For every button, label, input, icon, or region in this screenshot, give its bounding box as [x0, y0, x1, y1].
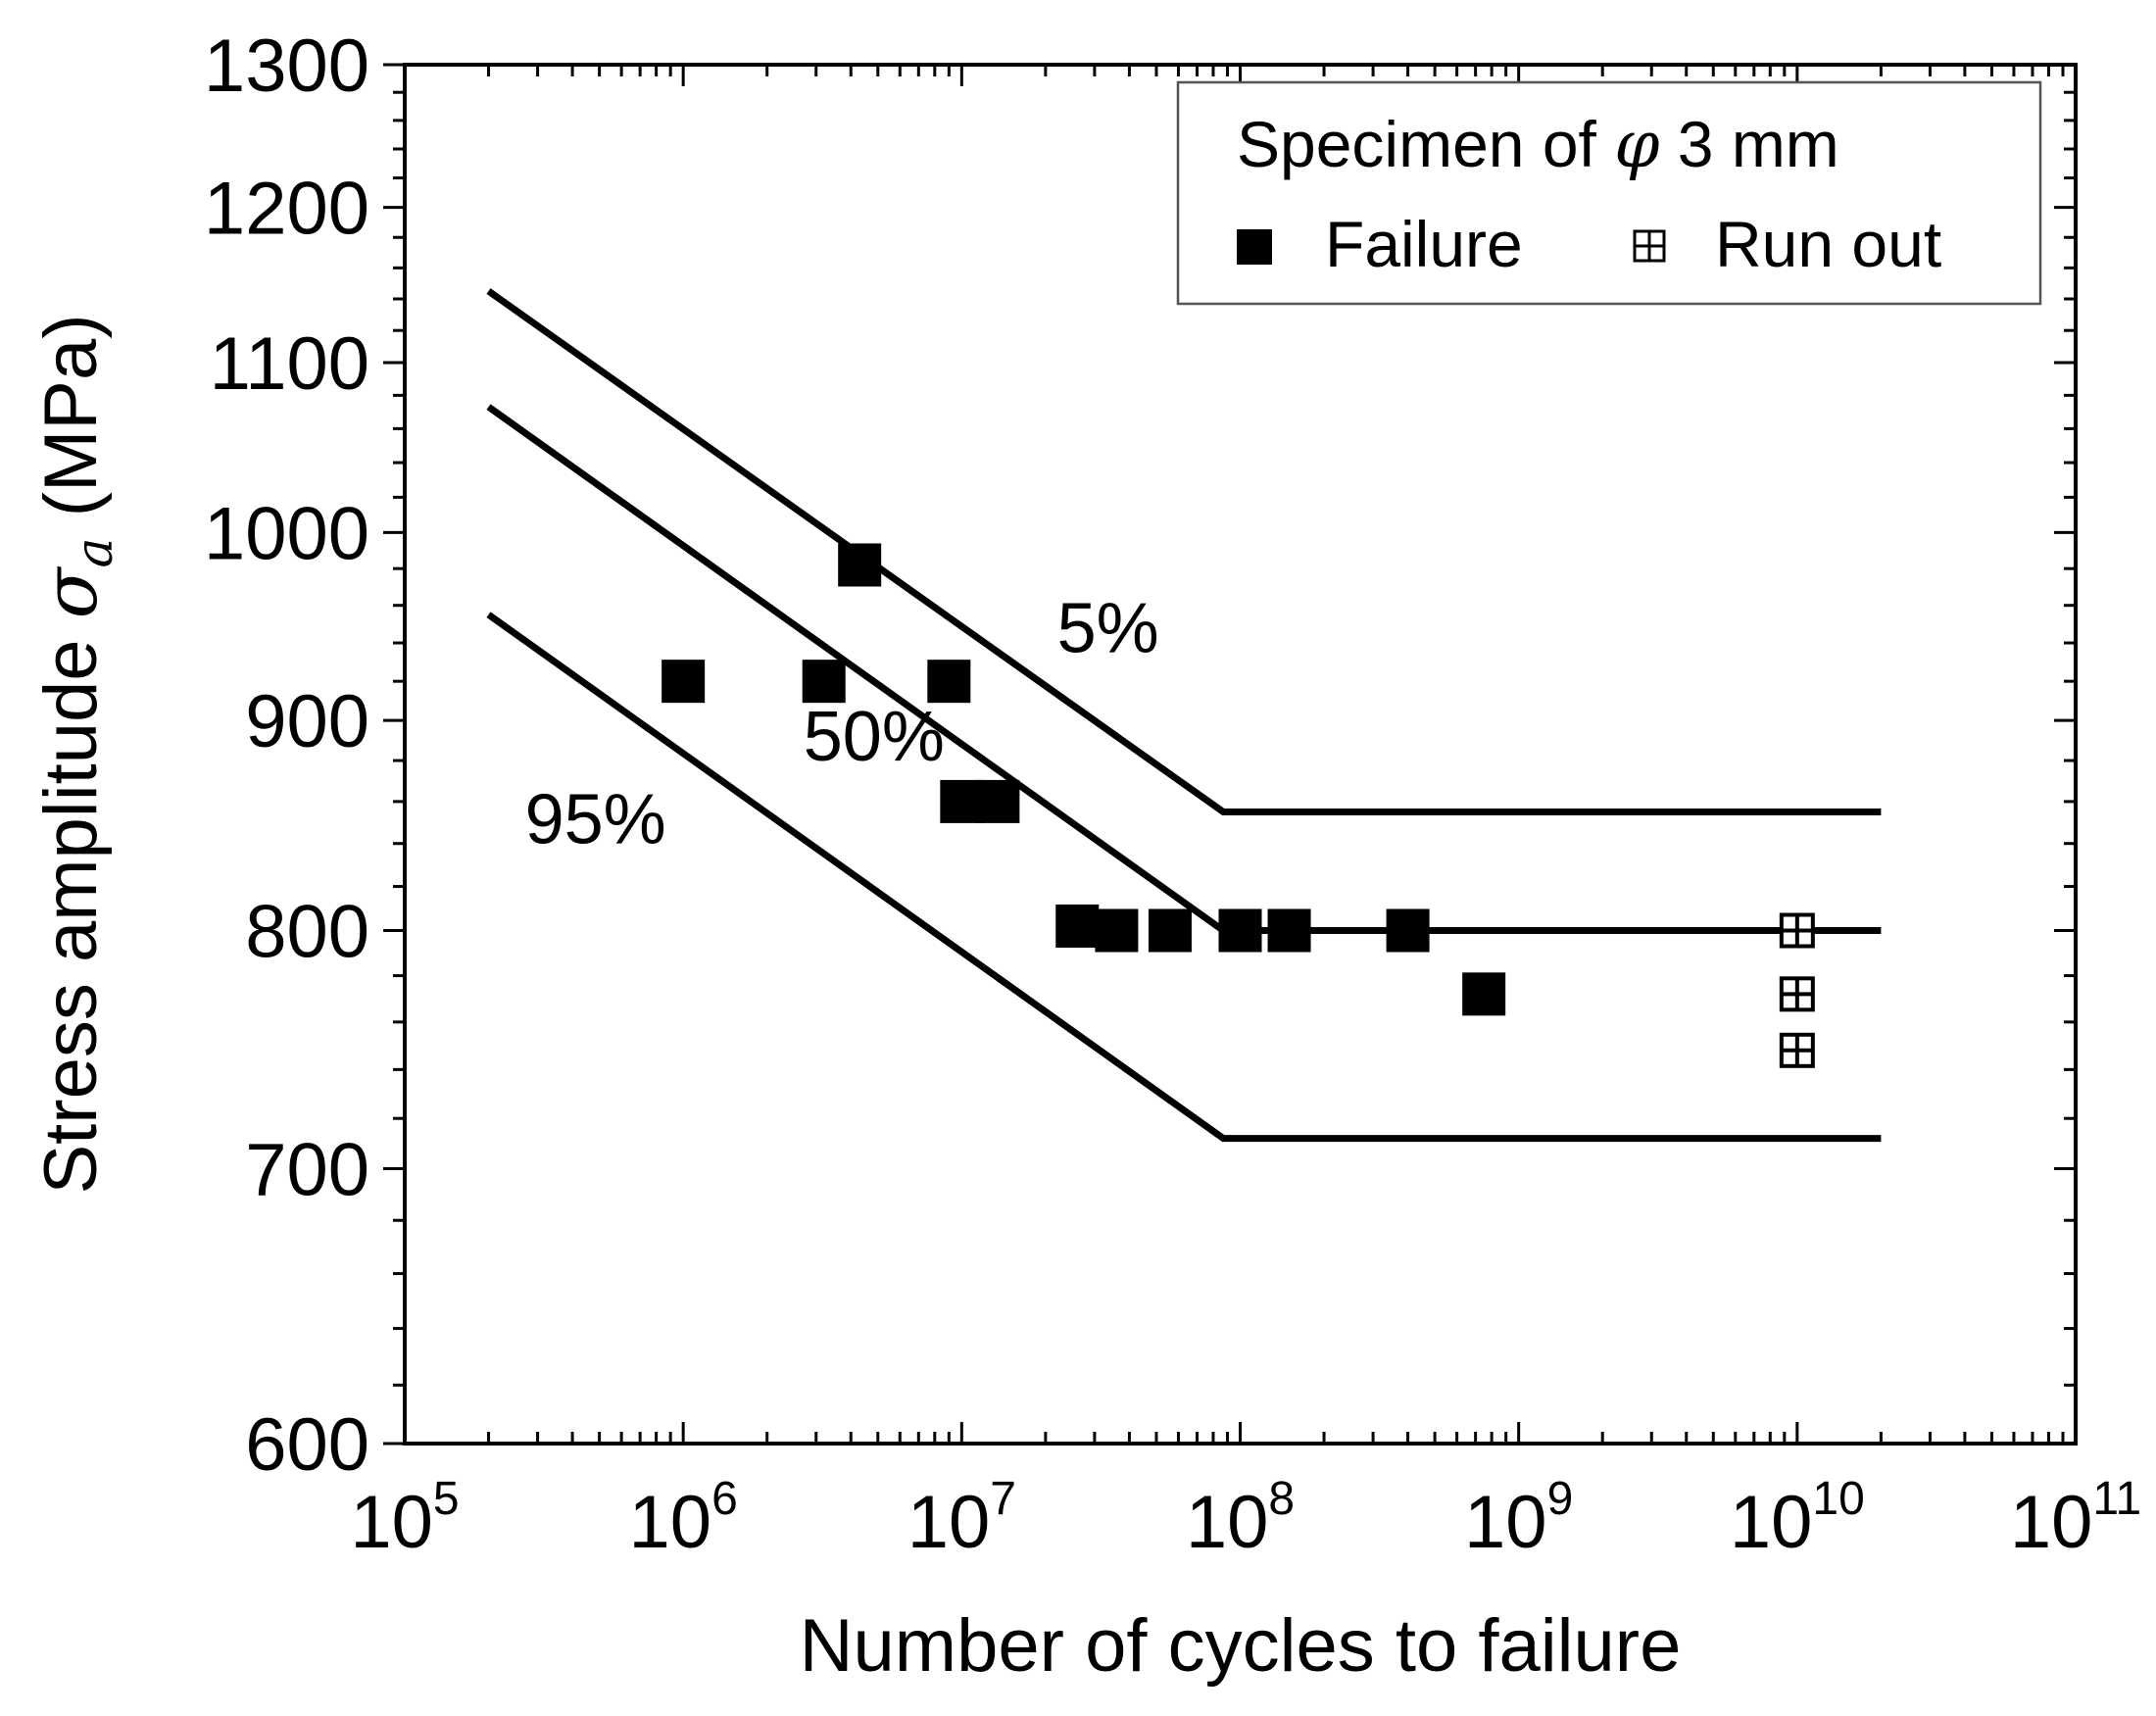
probability-curves: 5% 50% 95%: [486, 288, 1882, 1143]
failure-point: [838, 543, 882, 587]
y-tick-label: 600: [245, 1403, 369, 1487]
failure-point: [1055, 904, 1100, 948]
x-tick-label: 108: [1186, 1473, 1295, 1564]
runout-point: [1779, 1032, 1815, 1068]
x-tick-base: 10: [350, 1481, 433, 1564]
failure-point: [802, 660, 846, 704]
legend-runout-marker: [1633, 229, 1666, 263]
x-tick-exponent: 8: [1268, 1473, 1295, 1525]
x-tick-label: 1011: [2010, 1473, 2141, 1564]
legend-failure-marker: [1237, 229, 1272, 265]
x-tick-base: 10: [1730, 1481, 1813, 1564]
x-tick-label: 109: [1464, 1473, 1573, 1564]
plot-frame: [403, 63, 2078, 1446]
legend-runout-label: Run out: [1715, 208, 1941, 280]
failure-point: [1462, 972, 1506, 1016]
x-tick-label: 105: [350, 1473, 459, 1564]
legend-failure-label: Failure: [1325, 208, 1523, 280]
x-tick-base: 10: [907, 1481, 991, 1564]
curve-label-50pct: 50%: [804, 698, 945, 776]
y-axis-title-main: Stress amplitude: [29, 618, 113, 1194]
x-tick-exponent: 7: [990, 1473, 1016, 1525]
y-tick-label: 1000: [204, 492, 369, 575]
x-axis-title: Number of cycles to failure: [800, 1604, 1682, 1688]
failure-point: [1148, 908, 1192, 953]
curve-label-95pct: 95%: [525, 781, 666, 859]
x-tick-exponent: 10: [1812, 1473, 1864, 1525]
x-tick-exponent: 11: [2092, 1473, 2141, 1525]
failure-point: [976, 779, 1020, 823]
x-tick-base: 10: [629, 1481, 712, 1564]
data-points: [662, 543, 1815, 1068]
legend-title-prefix: Specimen of: [1237, 108, 1614, 180]
y-tick-label: 1100: [210, 322, 369, 406]
legend: Specimen of φ 3 mm Failure Run out: [1176, 80, 2042, 306]
failure-point: [940, 779, 984, 823]
x-tick-exponent: 9: [1547, 1473, 1574, 1525]
y-tick-label: 800: [245, 890, 369, 973]
runout-point: [1779, 976, 1815, 1012]
curve-95pct: [486, 612, 1882, 1143]
failure-point: [1095, 908, 1139, 953]
x-tick-base: 10: [2010, 1481, 2093, 1564]
y-tick-label: 900: [245, 680, 369, 763]
failure-point: [1267, 908, 1311, 953]
x-tick-base: 10: [1464, 1481, 1547, 1564]
curve-5pct: [486, 288, 1882, 815]
legend-box: [1176, 80, 2042, 306]
curve-label-5pct: 5%: [1057, 590, 1159, 668]
x-tick-base: 10: [1186, 1481, 1269, 1564]
x-tick-exponent: 6: [711, 1473, 738, 1525]
runout-point: [1779, 912, 1815, 949]
x-tick-exponent: 5: [433, 1473, 460, 1525]
failure-point: [927, 660, 971, 704]
y-axis-title-symbol: σ: [26, 565, 114, 618]
tick-labels: 105 106 107 108 109 1010 101160070080090010001…: [204, 25, 2141, 1564]
y-tick-label: 1300: [204, 25, 369, 108]
legend-title-suffix: 3 mm: [1659, 108, 1838, 180]
legend-title-symbol: φ: [1614, 107, 1659, 182]
x-tick-label: 107: [907, 1473, 1016, 1564]
y-axis-title-subscript: a: [66, 537, 124, 567]
y-tick-label: 1200: [204, 168, 369, 251]
failure-point: [662, 660, 706, 704]
y-axis-title: Stress amplitude σa (MPa): [26, 314, 124, 1194]
failure-point: [1386, 908, 1430, 953]
failure-point: [1218, 908, 1262, 953]
x-tick-label: 106: [629, 1473, 738, 1564]
y-tick-label: 700: [245, 1128, 369, 1211]
x-tick-label: 1010: [1730, 1473, 1865, 1564]
legend-title: Specimen of φ 3 mm: [1237, 107, 1839, 182]
y-axis-title-unit: (MPa): [29, 314, 113, 537]
